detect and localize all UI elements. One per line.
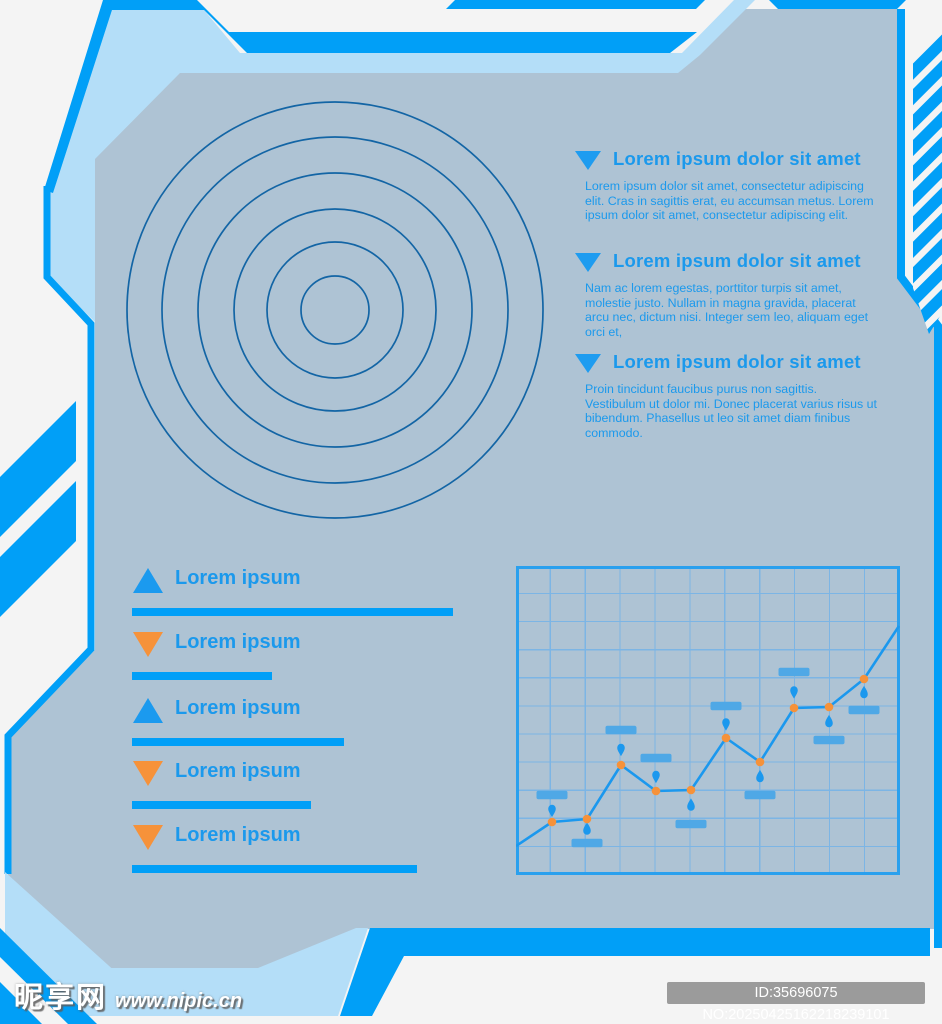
watermark-site-name: 昵享网 xyxy=(14,982,108,1014)
chart-plot xyxy=(516,625,900,848)
data-label-pill xyxy=(571,838,603,848)
data-point xyxy=(824,702,834,712)
legend-item: Lorem ipsum xyxy=(132,566,462,626)
triangle-up-icon xyxy=(133,568,163,593)
triangle-up-icon xyxy=(133,698,163,723)
legend-item: Lorem ipsum xyxy=(132,759,462,819)
legend-bar xyxy=(132,608,453,616)
data-label-pill xyxy=(710,701,742,711)
droplet-marker xyxy=(756,769,764,783)
data-point xyxy=(651,786,661,796)
data-label-pill xyxy=(848,705,880,715)
section-title: Lorem ipsum dolor sit amet xyxy=(613,351,861,372)
triangle-down-icon xyxy=(575,253,601,272)
text-section: Lorem ipsum dolor sit amet Nam ac lorem e… xyxy=(575,250,887,350)
data-label-pill xyxy=(813,735,845,745)
droplet-marker xyxy=(583,822,591,835)
section-title: Lorem ipsum dolor sit amet xyxy=(613,250,861,271)
legend-label: Lorem ipsum xyxy=(175,697,301,719)
watermark-site-url: www.nipic.cn xyxy=(115,990,243,1012)
data-point xyxy=(755,757,765,767)
blue-top-frame xyxy=(44,0,697,193)
top-bar-right xyxy=(769,0,906,9)
data-point xyxy=(721,733,731,743)
legend-list: Lorem ipsum Lorem ipsum Lorem ipsum Lorem i… xyxy=(132,0,462,1024)
chart-border xyxy=(516,566,900,875)
target-ring xyxy=(197,172,473,448)
legend-label: Lorem ipsum xyxy=(175,824,301,846)
corner-triangle xyxy=(0,982,42,1024)
triangle-down-icon xyxy=(133,632,163,657)
triangle-down-icon xyxy=(575,354,601,373)
target-circles xyxy=(126,101,544,519)
left-edge-strip xyxy=(4,186,95,874)
triangle-down-icon xyxy=(133,825,163,850)
hazard-stripes xyxy=(913,28,942,334)
legend-label: Lorem ipsum xyxy=(175,631,301,653)
lightblue-top-band xyxy=(50,0,755,322)
target-ring xyxy=(161,136,509,484)
droplet-marker xyxy=(617,743,625,757)
droplet-marker xyxy=(687,798,695,811)
target-ring xyxy=(300,275,370,345)
data-label-pill xyxy=(778,667,810,677)
lightblue-bottom-band xyxy=(86,928,368,1016)
text-section: Lorem ipsum dolor sit amet Lorem ipsum do… xyxy=(575,148,887,248)
data-label-pill xyxy=(605,725,637,735)
data-label-pill xyxy=(640,753,672,763)
legend-item: Lorem ipsum xyxy=(132,823,462,883)
legend-label: Lorem ipsum xyxy=(175,567,301,589)
corner-stripe xyxy=(0,928,97,1024)
data-point xyxy=(686,785,696,795)
top-bar-mid xyxy=(446,0,705,9)
target-ring xyxy=(233,208,437,412)
data-label-pill xyxy=(536,790,568,800)
blue-bottom-bar xyxy=(340,928,930,1016)
droplet-marker xyxy=(548,804,556,818)
droplet-marker xyxy=(652,770,660,784)
text-section: Lorem ipsum dolor sit amet Proin tincidun… xyxy=(575,351,887,451)
data-point xyxy=(582,814,592,824)
droplet-marker xyxy=(722,718,730,731)
section-body: Lorem ipsum dolor sit amet, consectetur … xyxy=(585,179,874,223)
line-chart xyxy=(516,566,900,875)
target-ring xyxy=(266,241,404,379)
watermark: 昵享网 www.nipic.cn xyxy=(14,974,242,1016)
left-diagonal-band xyxy=(0,481,76,617)
droplet-marker xyxy=(860,685,868,699)
legend-label: Lorem ipsum xyxy=(175,760,301,782)
data-label-pill xyxy=(744,790,776,800)
id-badge: ID:35696075 NO:20250425162218239101 xyxy=(667,982,925,1023)
legend-item: Lorem ipsum xyxy=(132,696,462,756)
legend-bar xyxy=(132,738,344,746)
legend-bar xyxy=(132,865,417,873)
sections-block: Lorem ipsum dolor sit amet Lorem ipsum do… xyxy=(575,0,887,1024)
triangle-down-icon xyxy=(575,151,601,170)
legend-bar xyxy=(132,801,311,809)
left-diagonal-band xyxy=(0,401,76,537)
droplet-marker xyxy=(825,714,833,728)
data-point xyxy=(547,817,557,827)
data-point xyxy=(859,674,869,684)
target-ring xyxy=(126,101,544,519)
legend-item: Lorem ipsum xyxy=(132,630,462,690)
data-point xyxy=(789,703,799,713)
section-body: Proin tincidunt faucibus purus non sagit… xyxy=(585,382,877,440)
trend-line xyxy=(516,625,900,848)
triangle-down-icon xyxy=(133,761,163,786)
legend-bar xyxy=(132,672,272,680)
section-title: Lorem ipsum dolor sit amet xyxy=(613,148,861,169)
droplet-marker xyxy=(790,686,798,699)
data-label-pill xyxy=(675,819,707,829)
chart-gridlines xyxy=(516,566,900,875)
data-point xyxy=(616,760,626,770)
section-body: Nam ac lorem egestas, porttitor turpis s… xyxy=(585,281,869,339)
